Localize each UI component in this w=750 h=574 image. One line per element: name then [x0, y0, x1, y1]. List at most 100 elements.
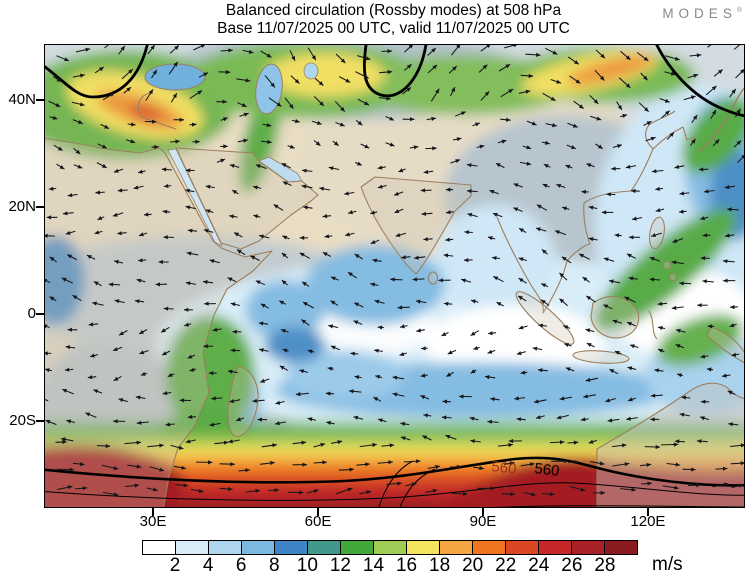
- wind-arrow: [202, 280, 214, 285]
- wind-arrow: [655, 186, 664, 191]
- wind-arrow: [392, 392, 405, 397]
- wind-arrow: [71, 101, 85, 107]
- wind-arrow: [513, 183, 523, 188]
- wind-arrow: [608, 279, 621, 284]
- seas-layer: [144, 62, 319, 247]
- colorbar-cell: [374, 541, 407, 554]
- wind-arrow: [559, 298, 568, 307]
- wind-arrow: [49, 115, 58, 120]
- wind-arrow: [258, 234, 270, 239]
- colorbar-cell: [341, 541, 374, 554]
- wind-arrow: [590, 115, 602, 121]
- wind-arrow: [307, 489, 319, 494]
- wind-arrow: [464, 230, 473, 235]
- wind-arrow: [113, 375, 122, 382]
- wind-arrow: [374, 348, 383, 353]
- lon-tick-label: 60E: [304, 513, 332, 530]
- wind-arrow: [522, 145, 532, 150]
- wind-arrow: [45, 233, 55, 238]
- wind-arrow: [189, 90, 203, 99]
- wind-arrow: [127, 464, 142, 469]
- wind-arrow: [445, 237, 454, 242]
- colorbar-cell: [308, 541, 341, 554]
- wind-arrow: [397, 305, 410, 310]
- wind-arrow: [606, 192, 616, 197]
- wind-arrow: [586, 295, 596, 303]
- wind-arrow: [735, 108, 741, 118]
- wind-arrow: [151, 69, 158, 79]
- wind-arrow: [118, 330, 128, 336]
- wind-arrow: [72, 462, 85, 467]
- wind-arrow: [386, 481, 402, 486]
- wind-arrow: [493, 275, 504, 283]
- wind-arrow: [227, 277, 237, 283]
- wind-arrow: [566, 144, 576, 150]
- wind-arrow: [697, 303, 708, 308]
- wind-arrow: [538, 323, 548, 328]
- wind-arrow: [377, 184, 387, 189]
- wind-arrow: [61, 277, 73, 284]
- wind-arrow: [664, 71, 676, 76]
- coast-mindanao: [668, 272, 678, 282]
- wind-arrow: [520, 73, 534, 78]
- wind-arrow: [121, 68, 134, 80]
- wind-arrow: [299, 369, 308, 374]
- chart-subtitle: Base 11/07/2025 00 UTC, valid 11/07/2025…: [217, 20, 570, 37]
- wind-arrow: [665, 55, 680, 61]
- wind-arrow: [117, 231, 127, 236]
- wind-arrow: [233, 232, 243, 238]
- wind-arrow: [258, 348, 269, 353]
- wind-arrow: [573, 100, 585, 110]
- wind-arrow: [189, 367, 197, 372]
- wind-arrow: [585, 328, 595, 333]
- wind-arrow: [627, 366, 637, 371]
- wind-arrow: [585, 377, 599, 382]
- wind-arrow: [112, 346, 123, 352]
- wind-arrow: [137, 169, 146, 174]
- colorbar-cell: [242, 541, 275, 554]
- wind-arrow: [94, 230, 103, 235]
- wind-arrow: [332, 140, 340, 147]
- wind-arrow: [259, 460, 275, 466]
- wind-arrow: [727, 390, 736, 395]
- wind-arrow: [218, 70, 231, 75]
- wind-arrow: [540, 283, 549, 288]
- wind-arrow: [209, 422, 221, 427]
- wind-arrow: [282, 348, 289, 353]
- wind-arrow: [67, 193, 78, 198]
- wind-arrow: [72, 294, 82, 302]
- wind-arrow: [280, 329, 289, 333]
- wind-arrow: [133, 185, 144, 190]
- wind-arrow: [385, 116, 395, 121]
- wind-arrow: [242, 49, 254, 54]
- contour-layer: [45, 45, 744, 507]
- wind-arrow: [229, 214, 238, 219]
- wind-arrow: [373, 396, 382, 402]
- wind-arrow: [229, 399, 241, 404]
- wind-arrow: [278, 300, 287, 305]
- contour-thin-4: [399, 468, 436, 507]
- wind-arrow: [661, 442, 679, 447]
- wind-arrow: [400, 436, 411, 441]
- wind-arrow: [588, 439, 597, 444]
- wind-arrow: [644, 444, 661, 450]
- colorbar-cell: [539, 541, 572, 554]
- wind-arrow: [730, 304, 738, 310]
- wind-arrow: [513, 207, 523, 212]
- wind-arrow: [229, 164, 240, 168]
- wind-arrow: [45, 368, 53, 373]
- lat-tick: [36, 98, 44, 101]
- wind-arrow: [516, 351, 526, 356]
- wind-arrow: [250, 255, 260, 261]
- wind-arrow: [488, 331, 497, 336]
- wind-arrow: [370, 239, 380, 245]
- wind-arrow: [446, 371, 454, 377]
- coast-india: [360, 176, 472, 275]
- wind-arrow: [72, 119, 83, 125]
- wind-arrow: [260, 303, 269, 309]
- wind-arrow: [220, 117, 228, 122]
- wind-arrow: [441, 415, 452, 420]
- wind-arrow: [49, 296, 57, 302]
- wind-arrow: [467, 212, 478, 218]
